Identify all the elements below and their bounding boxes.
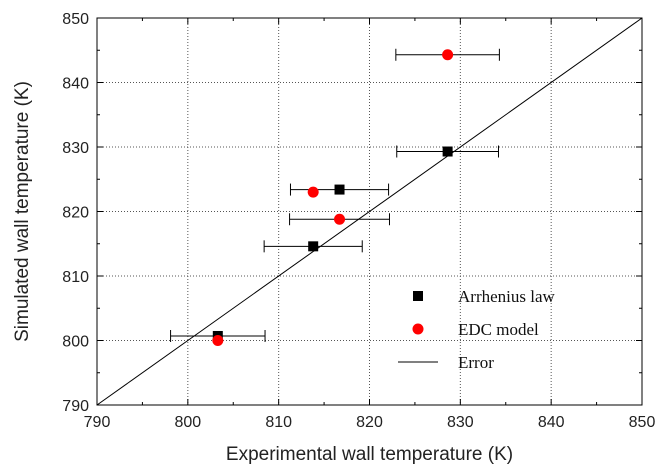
y-tick-label: 840 — [62, 76, 89, 93]
y-axis-title: Simulated wall temperature (K) — [12, 81, 33, 342]
y-tick-label: 810 — [62, 269, 89, 286]
edc-point — [334, 213, 346, 225]
x-tick-label: 830 — [447, 414, 474, 431]
reference-line-group — [96, 17, 643, 406]
legend-label: Error — [458, 353, 494, 372]
legend-square-icon — [413, 291, 423, 301]
x-tick-label: 810 — [265, 414, 292, 431]
x-tick-label: 820 — [356, 414, 383, 431]
x-tick-label: 800 — [174, 414, 201, 431]
arrhenius-point — [442, 146, 453, 157]
x-tick-label: 850 — [629, 414, 656, 431]
legend-circle-icon — [412, 323, 424, 335]
x-tick-label: 790 — [84, 414, 111, 431]
edc-point — [212, 335, 224, 346]
y-tick-label: 820 — [62, 205, 89, 222]
x-axis-title: Experimental wall temperature (K) — [226, 444, 513, 465]
data-points — [212, 49, 454, 346]
y-tick-label: 800 — [62, 334, 89, 351]
y-tick-label: 790 — [62, 398, 89, 415]
axis-ticks: 790 800 810 820 830 840 850 790 800 810 820 830 840 8… — [62, 11, 655, 431]
parity-line — [96, 17, 643, 406]
arrhenius-point — [308, 241, 319, 252]
legend-label: Arrhenius law — [458, 287, 556, 306]
legend: Arrhenius law EDC model Error — [398, 287, 556, 372]
x-tick-label: 840 — [538, 414, 565, 431]
y-tick-label: 830 — [62, 140, 89, 157]
edc-point — [307, 186, 319, 198]
error-bars — [170, 48, 500, 342]
y-tick-label: 850 — [62, 11, 89, 28]
edc-point — [442, 49, 454, 61]
arrhenius-point — [334, 184, 345, 195]
legend-label: EDC model — [458, 320, 539, 339]
